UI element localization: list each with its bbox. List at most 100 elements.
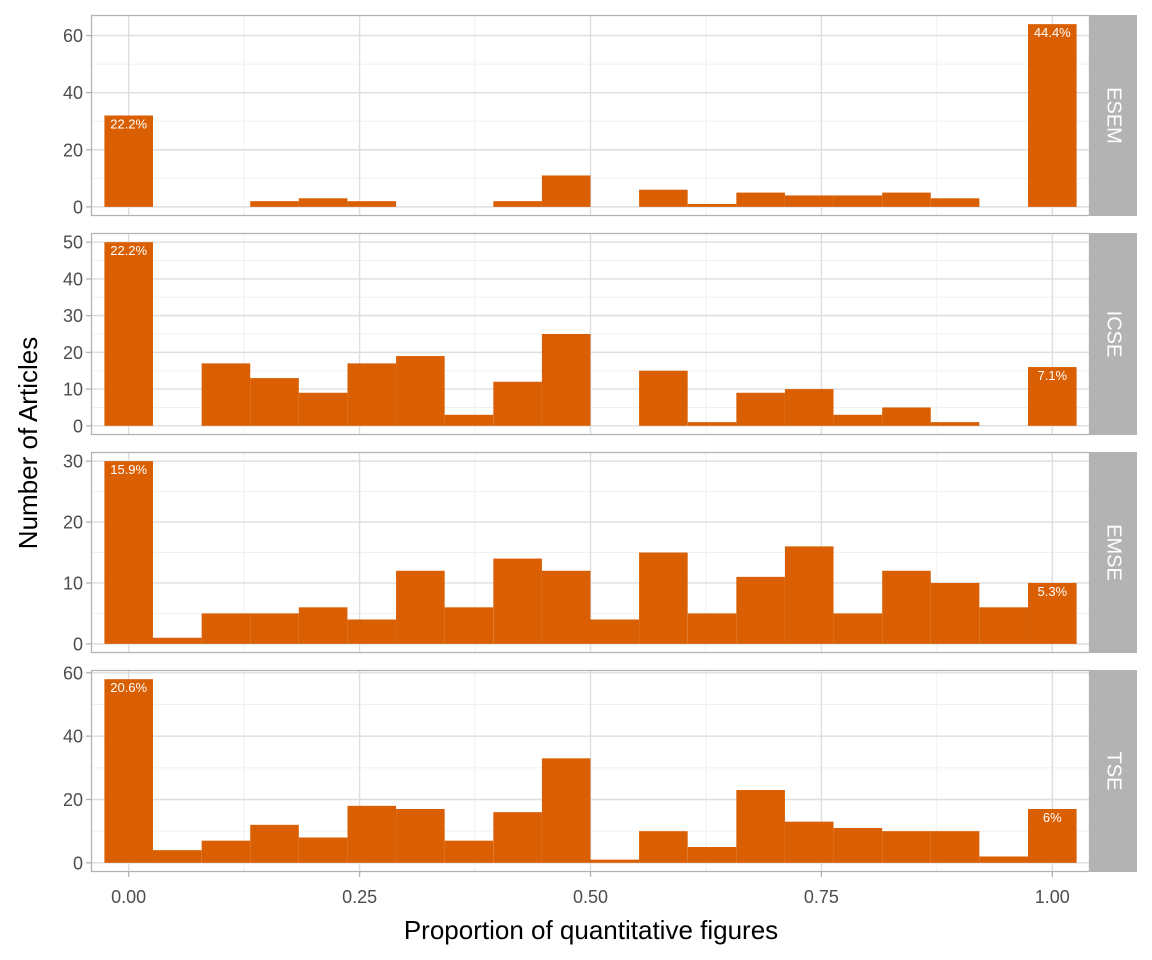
bar-percent-label: 5.3%: [1037, 584, 1067, 599]
histogram-bar: [687, 846, 737, 863]
histogram-bar: [250, 378, 299, 426]
histogram-bar: [444, 414, 494, 426]
bar-percent-label: 15.9%: [110, 462, 147, 477]
histogram-bar: [1028, 367, 1077, 426]
histogram-bar: [833, 414, 883, 426]
histogram-bar: [590, 619, 640, 644]
histogram-bar: [493, 812, 542, 863]
histogram-bar: [930, 582, 980, 644]
facet-strip-label: EMSE: [1103, 524, 1125, 581]
histogram-bar: [347, 201, 397, 207]
y-tick-label: 30: [63, 452, 83, 472]
y-tick-label: 60: [63, 26, 83, 46]
histogram-bar: [152, 850, 202, 863]
histogram-bar: [833, 613, 883, 644]
histogram-bar: [201, 840, 251, 863]
y-tick-label: 40: [63, 269, 83, 289]
histogram-bar: [639, 189, 688, 207]
histogram-bar: [250, 824, 299, 863]
histogram-bar: [687, 613, 737, 644]
histogram-bar: [541, 570, 591, 644]
facet-strip-label: ICSE: [1103, 311, 1125, 358]
x-tick-label: 0.50: [573, 887, 608, 907]
x-axis-title: Proportion of quantitative figures: [404, 915, 778, 945]
histogram-bar: [347, 619, 397, 644]
histogram-bar: [298, 198, 348, 207]
histogram-bar: [201, 363, 251, 426]
histogram-bar: [396, 570, 445, 644]
histogram-bar: [1028, 808, 1077, 863]
y-tick-label: 50: [63, 233, 83, 253]
facet-strip: [1090, 15, 1137, 216]
histogram-bar: [930, 831, 980, 863]
histogram-bar: [493, 558, 542, 644]
histogram-bar: [882, 831, 931, 863]
facet-strip: [1090, 452, 1137, 653]
bar-percent-label: 6%: [1043, 810, 1062, 825]
y-tick-label: 10: [63, 573, 83, 593]
histogram-bar: [493, 201, 542, 207]
histogram-bar: [250, 613, 299, 644]
y-tick-label: 20: [63, 140, 83, 160]
y-tick-label: 40: [63, 727, 83, 747]
histogram-bar: [541, 758, 591, 863]
histogram-bar: [104, 461, 153, 644]
y-tick-label: 30: [63, 306, 83, 326]
histogram-bar: [736, 192, 785, 207]
histogram-bar: [736, 789, 785, 863]
y-tick-label: 60: [63, 663, 83, 683]
bar-percent-label: 22.2%: [110, 117, 147, 132]
facet-strip: [1090, 233, 1137, 435]
histogram-bar: [298, 607, 348, 644]
facet-strip: [1090, 670, 1137, 872]
histogram-bar: [1028, 582, 1077, 644]
histogram-bar: [784, 195, 834, 207]
histogram-bar: [687, 204, 737, 207]
histogram-bar: [104, 242, 153, 426]
histogram-bar: [1028, 24, 1077, 207]
histogram-bar: [784, 546, 834, 644]
y-tick-label: 0: [73, 634, 83, 654]
bar-percent-label: 22.2%: [110, 243, 147, 258]
y-tick-label: 20: [63, 343, 83, 363]
y-tick-label: 0: [73, 853, 83, 873]
histogram-bar: [541, 334, 591, 426]
histogram-bar: [298, 837, 348, 863]
x-tick-label: 0.75: [804, 887, 839, 907]
y-tick-label: 0: [73, 416, 83, 436]
histogram-bar: [639, 370, 688, 426]
facet-panel-esem: 22.2% 44.4% 0 20 40 60 ESEM: [63, 14, 1137, 217]
histogram-bar: [250, 201, 299, 207]
y-tick-label: 20: [63, 513, 83, 533]
y-tick-label: 20: [63, 790, 83, 810]
histogram-bar: [784, 821, 834, 863]
histogram-bar: [396, 356, 445, 426]
histogram-bar: [930, 198, 980, 207]
panel-border: [90, 669, 1091, 873]
panel-border: [90, 451, 1091, 654]
bar-percent-label: 7.1%: [1037, 368, 1067, 383]
histogram-bar: [201, 613, 251, 644]
facet-strip-label: TSE: [1103, 752, 1125, 791]
histogram-bar: [882, 570, 931, 644]
histogram-bar: [639, 831, 688, 863]
histogram-bar: [882, 407, 931, 426]
facet-strip-label: ESEM: [1103, 87, 1125, 144]
histogram-bar: [541, 175, 591, 207]
histogram-bar: [979, 856, 1029, 863]
histogram-bar: [687, 422, 737, 426]
panel-border: [90, 232, 1091, 436]
y-tick-label: 10: [63, 380, 83, 400]
histogram-bar: [104, 115, 153, 207]
histogram-bar: [444, 840, 494, 863]
histogram-bar: [152, 637, 202, 644]
histogram-bar: [493, 381, 542, 426]
histogram-bar: [736, 576, 785, 644]
x-tick-label: 0.25: [342, 887, 377, 907]
histogram-bar: [347, 805, 397, 863]
histogram-bar: [298, 392, 348, 426]
histogram-bar: [833, 195, 883, 207]
y-tick-label: 40: [63, 83, 83, 103]
x-axis: 0.00 0.25 0.50 0.75 1.00: [111, 872, 1070, 907]
